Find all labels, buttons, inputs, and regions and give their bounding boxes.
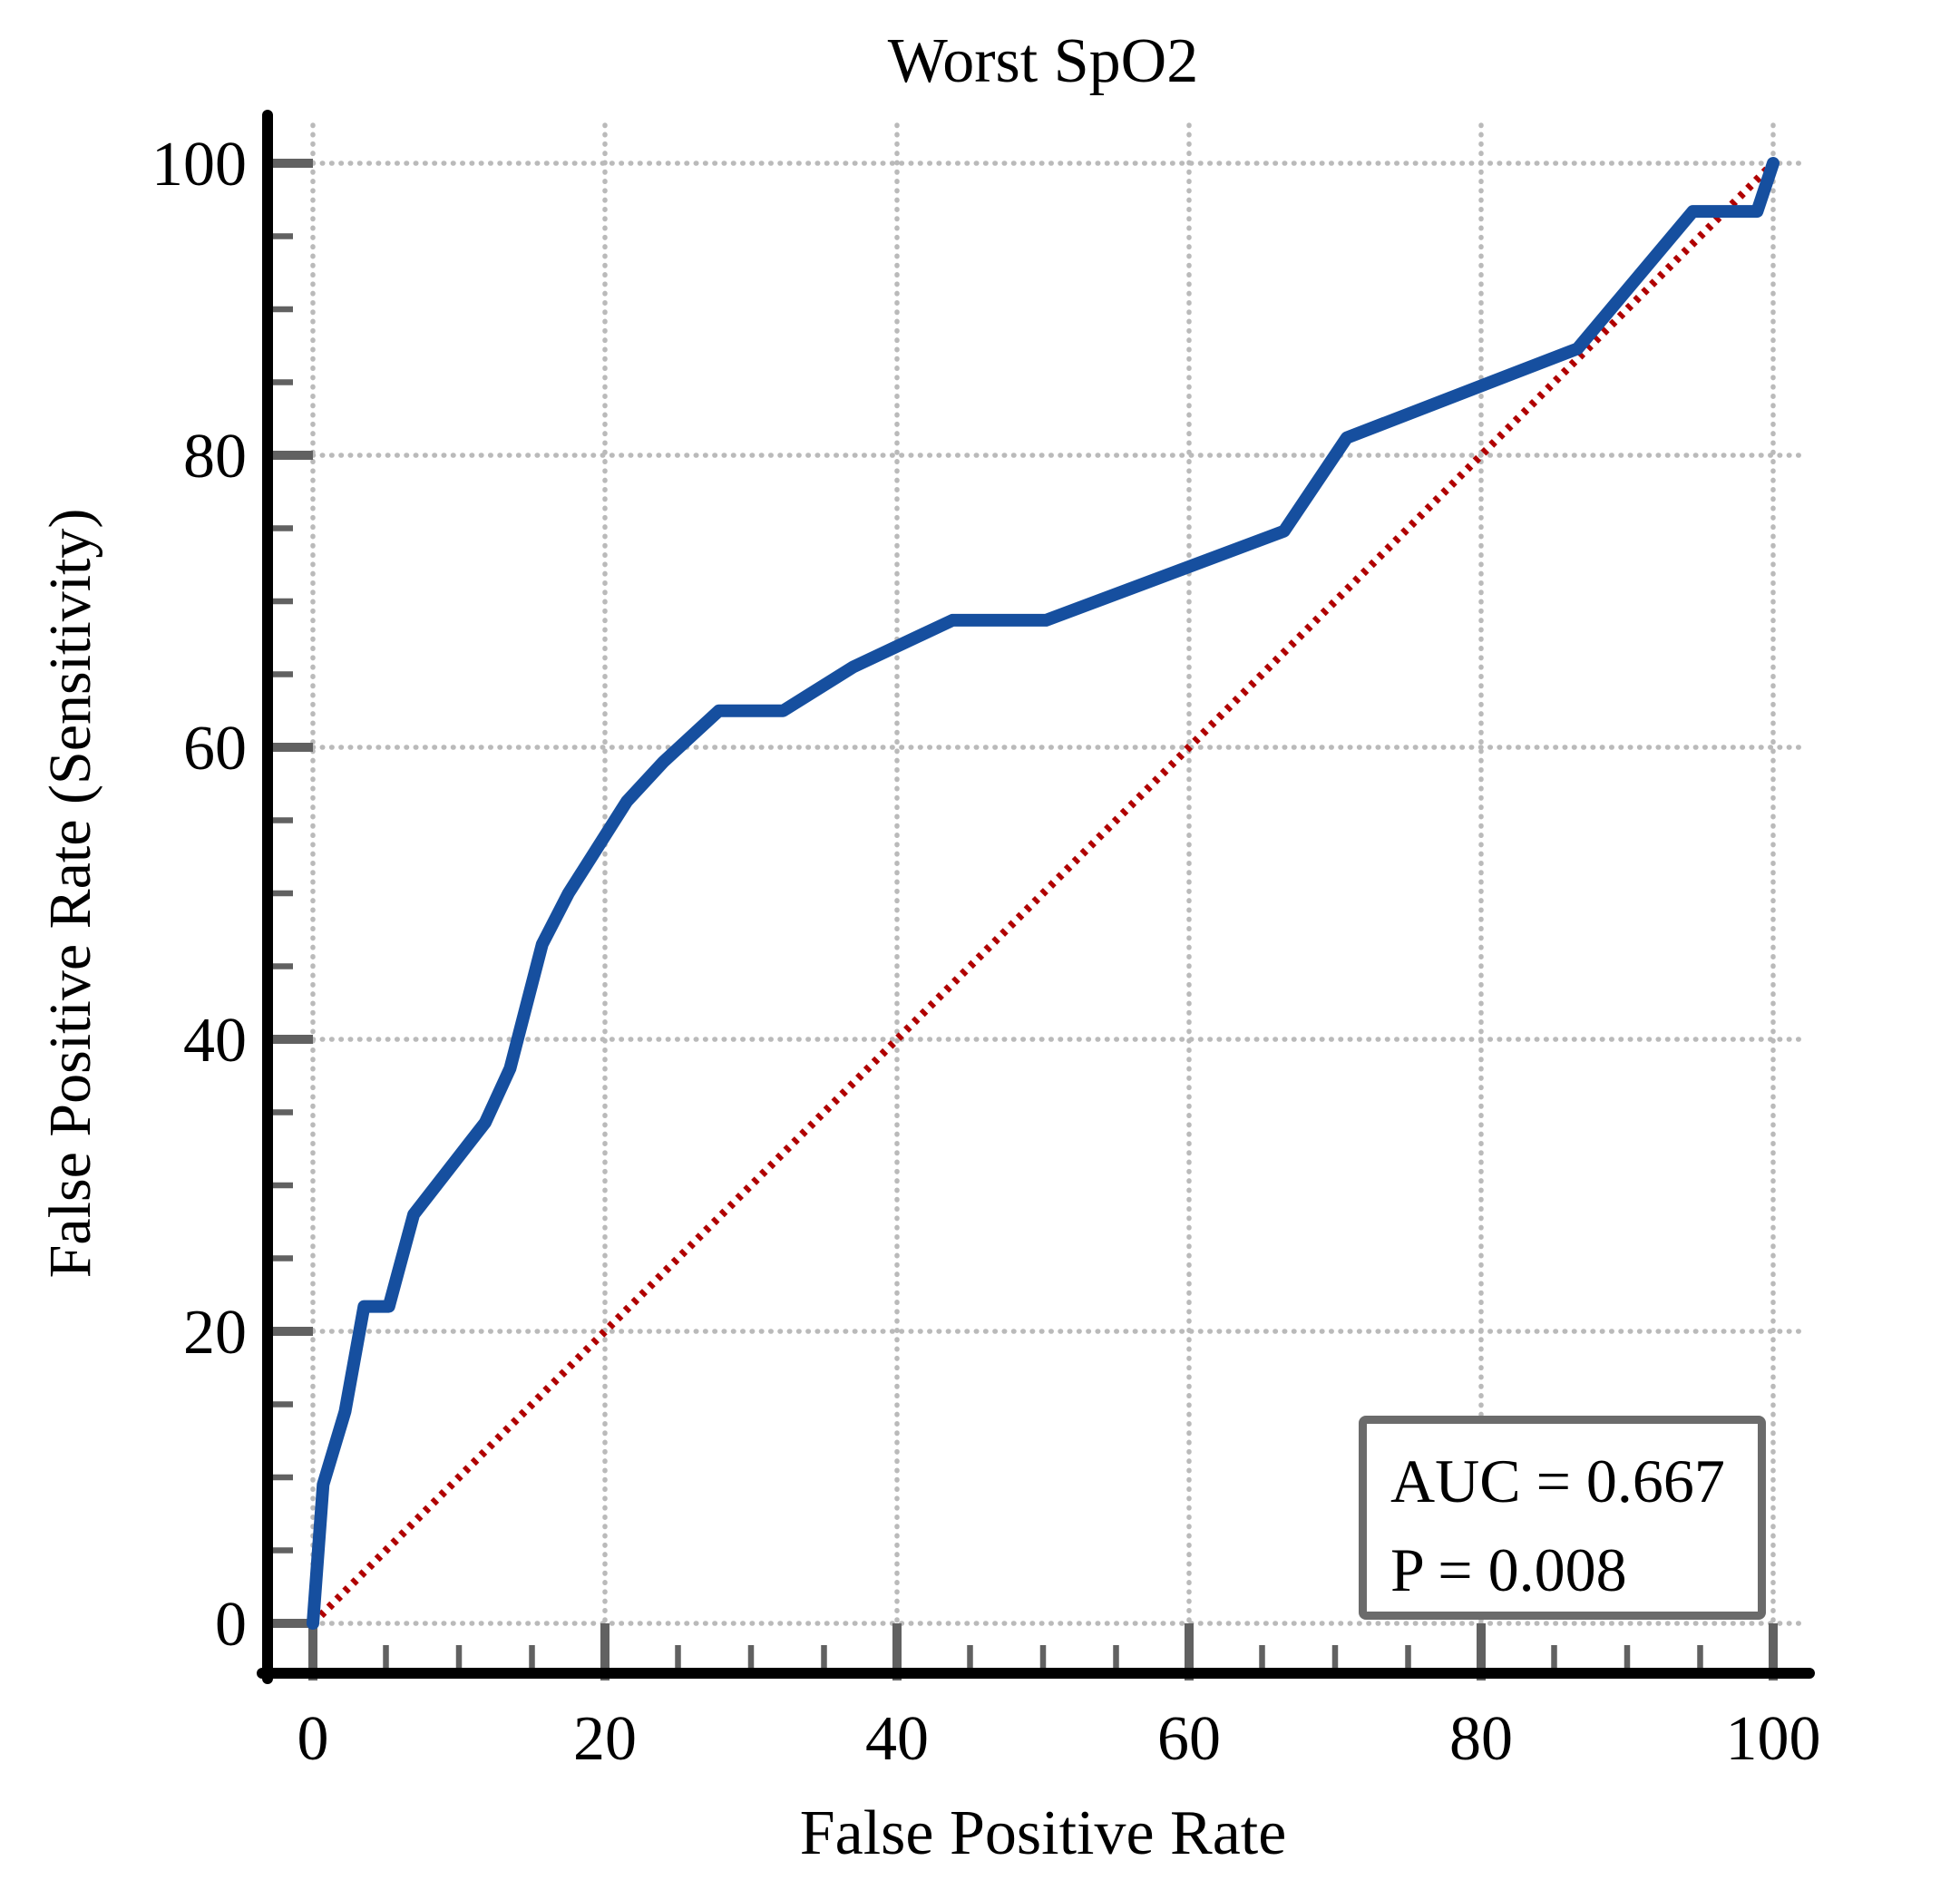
reference-diagonal-line <box>309 160 1777 1627</box>
y-tick-label: 0 <box>215 1590 247 1660</box>
x-tick-label: 60 <box>1157 1704 1221 1774</box>
auc-value: AUC = 0.667 <box>1390 1447 1725 1515</box>
y-tick-label: 60 <box>183 714 247 784</box>
y-tick-label: 100 <box>151 130 247 200</box>
x-tick-label: 40 <box>865 1704 929 1774</box>
p-value: P = 0.008 <box>1390 1535 1627 1604</box>
x-tick-label: 0 <box>297 1704 329 1774</box>
stats-annotation-box: AUC = 0.667 P = 0.008 <box>1359 1416 1766 1620</box>
y-tick-label: 80 <box>183 422 247 492</box>
x-tick-label: 80 <box>1449 1704 1513 1774</box>
y-tick-label: 20 <box>183 1298 247 1368</box>
x-tick-label: 100 <box>1726 1704 1821 1774</box>
x-tick-label: 20 <box>573 1704 637 1774</box>
y-tick-label: 40 <box>183 1006 247 1076</box>
x-axis-label: False Positive Rate <box>799 1798 1287 1868</box>
chart-title: Worst SpO2 <box>887 26 1199 96</box>
roc-curve <box>307 157 1780 1630</box>
